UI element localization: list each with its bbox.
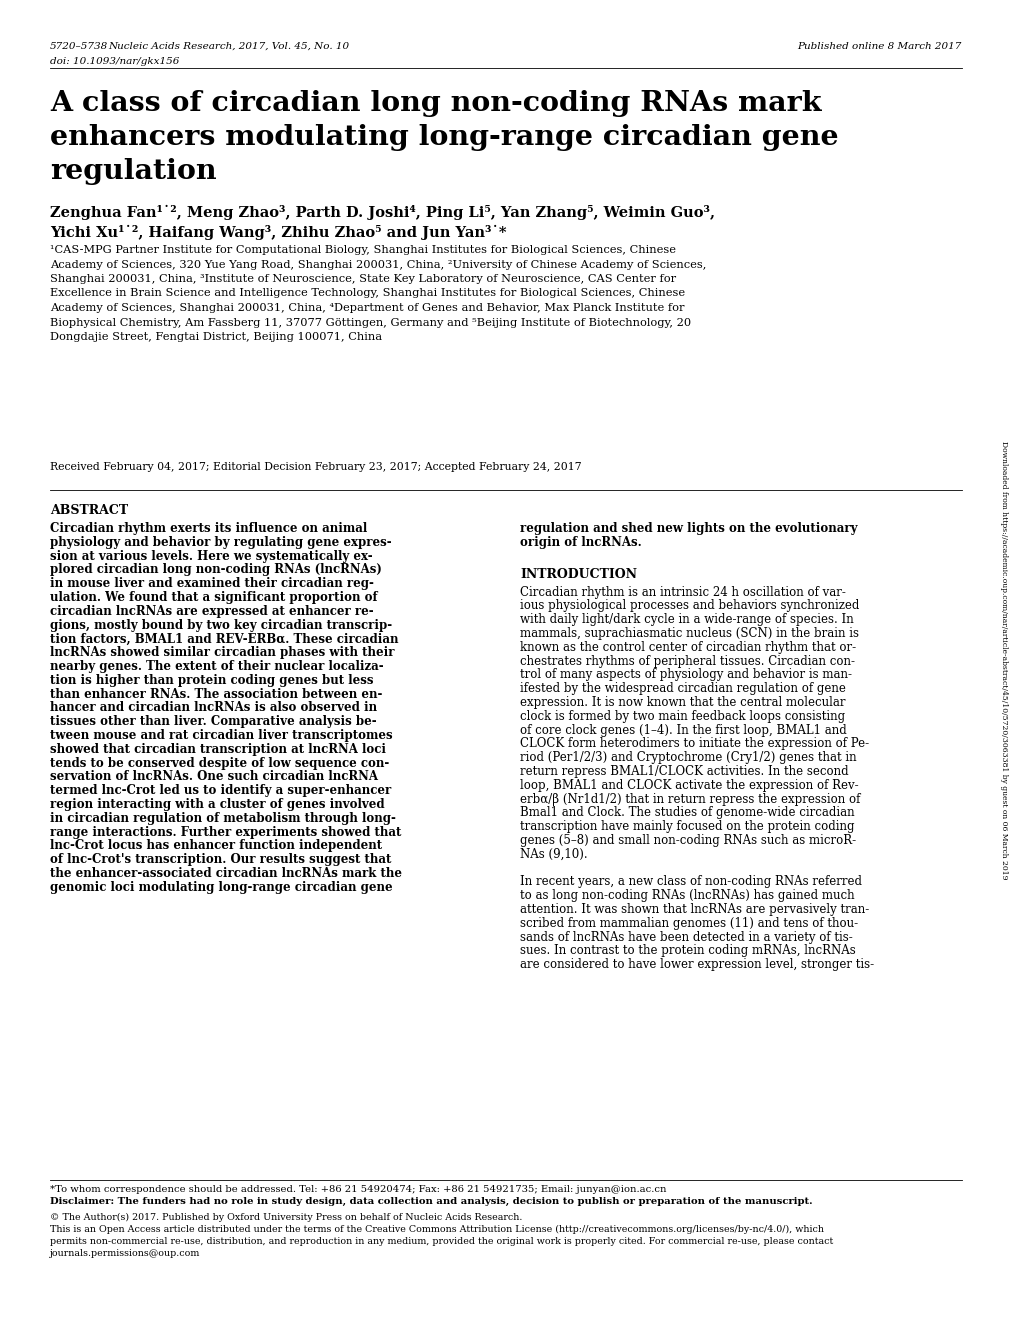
- Text: the enhancer-associated circadian lncRNAs mark the: the enhancer-associated circadian lncRNA…: [50, 867, 401, 880]
- Text: in circadian regulation of metabolism through long-: in circadian regulation of metabolism th…: [50, 811, 395, 824]
- Text: tion factors, BMAL1 and REV-ERBα. These circadian: tion factors, BMAL1 and REV-ERBα. These …: [50, 632, 398, 645]
- Text: ulation. We found that a significant proportion of: ulation. We found that a significant pro…: [50, 591, 377, 605]
- Text: permits non-commercial re-use, distribution, and reproduction in any medium, pro: permits non-commercial re-use, distribut…: [50, 1237, 833, 1246]
- Text: sands of lncRNAs have been detected in a variety of tis-: sands of lncRNAs have been detected in a…: [520, 931, 852, 943]
- Text: expression. It is now known that the central molecular: expression. It is now known that the cen…: [520, 695, 845, 709]
- Text: regulation and shed new lights on the evolutionary: regulation and shed new lights on the ev…: [520, 522, 857, 535]
- Text: Excellence in Brain Science and Intelligence Technology, Shanghai Institutes for: Excellence in Brain Science and Intellig…: [50, 288, 685, 299]
- Text: riod (Per1/2/3) and Cryptochrome (Cry1/2) genes that in: riod (Per1/2/3) and Cryptochrome (Cry1/2…: [520, 751, 856, 764]
- Text: A class of circadian long non-coding RNAs mark: A class of circadian long non-coding RNA…: [50, 90, 820, 117]
- Text: Circadian rhythm exerts its influence on animal: Circadian rhythm exerts its influence on…: [50, 522, 367, 535]
- Text: are considered to have lower expression level, stronger tis-: are considered to have lower expression …: [520, 959, 873, 971]
- Text: Dongdajie Street, Fengtai District, Beijing 100071, China: Dongdajie Street, Fengtai District, Beij…: [50, 332, 382, 342]
- Text: *To whom correspondence should be addressed. Tel: +86 21 54920474; Fax: +86 21 5: *To whom correspondence should be addres…: [50, 1185, 665, 1195]
- Text: hancer and circadian lncRNAs is also observed in: hancer and circadian lncRNAs is also obs…: [50, 702, 377, 714]
- Text: ious physiological processes and behaviors synchronized: ious physiological processes and behavio…: [520, 599, 859, 612]
- Text: Biophysical Chemistry, Am Fassberg 11, 37077 Göttingen, Germany and ⁵Beijing Ins: Biophysical Chemistry, Am Fassberg 11, 3…: [50, 317, 691, 328]
- Text: range interactions. Further experiments showed that: range interactions. Further experiments …: [50, 826, 401, 839]
- Text: genes (5–8) and small non-coding RNAs such as microR-: genes (5–8) and small non-coding RNAs su…: [520, 834, 855, 847]
- Text: 5720–5738: 5720–5738: [50, 42, 108, 51]
- Text: sion at various levels. Here we systematically ex-: sion at various levels. Here we systemat…: [50, 549, 372, 562]
- Text: lnc-Crot locus has enhancer function independent: lnc-Crot locus has enhancer function ind…: [50, 839, 382, 852]
- Text: genomic loci modulating long-range circadian gene: genomic loci modulating long-range circa…: [50, 881, 392, 894]
- Text: nearby genes. The extent of their nuclear localiza-: nearby genes. The extent of their nuclea…: [50, 660, 383, 673]
- Text: of lnc-Crot's transcription. Our results suggest that: of lnc-Crot's transcription. Our results…: [50, 853, 391, 867]
- Text: Academy of Sciences, Shanghai 200031, China, ⁴Department of Genes and Behavior, : Academy of Sciences, Shanghai 200031, Ch…: [50, 303, 684, 313]
- Text: tion is higher than protein coding genes but less: tion is higher than protein coding genes…: [50, 674, 373, 686]
- Text: termed lnc-Crot led us to identify a super-enhancer: termed lnc-Crot led us to identify a sup…: [50, 784, 391, 797]
- Text: This is an Open Access article distributed under the terms of the Creative Commo: This is an Open Access article distribut…: [50, 1225, 823, 1234]
- Text: Published online 8 March 2017: Published online 8 March 2017: [797, 42, 961, 51]
- Text: servation of lncRNAs. One such circadian lncRNA: servation of lncRNAs. One such circadian…: [50, 770, 378, 784]
- Text: showed that circadian transcription at lncRNA loci: showed that circadian transcription at l…: [50, 743, 385, 756]
- Text: of core clock genes (1–4). In the first loop, BMAL1 and: of core clock genes (1–4). In the first …: [520, 723, 846, 736]
- Text: scribed from mammalian genomes (11) and tens of thou-: scribed from mammalian genomes (11) and …: [520, 917, 857, 930]
- Text: regulation: regulation: [50, 158, 216, 184]
- Text: region interacting with a cluster of genes involved: region interacting with a cluster of gen…: [50, 798, 384, 811]
- Text: INTRODUCTION: INTRODUCTION: [520, 568, 637, 581]
- Text: transcription have mainly focused on the protein coding: transcription have mainly focused on the…: [520, 820, 854, 834]
- Text: physiology and behavior by regulating gene expres-: physiology and behavior by regulating ge…: [50, 536, 391, 549]
- Text: attention. It was shown that lncRNAs are pervasively tran-: attention. It was shown that lncRNAs are…: [520, 903, 868, 917]
- Text: Received February 04, 2017; Editorial Decision February 23, 2017; Accepted Febru: Received February 04, 2017; Editorial De…: [50, 462, 581, 471]
- Text: than enhancer RNAs. The association between en-: than enhancer RNAs. The association betw…: [50, 687, 382, 701]
- Text: In recent years, a new class of non-coding RNAs referred: In recent years, a new class of non-codi…: [520, 876, 861, 889]
- Text: Disclaimer: The funders had no role in study design, data collection and analysi: Disclaimer: The funders had no role in s…: [50, 1197, 812, 1206]
- Text: return repress BMAL1/CLOCK activities. In the second: return repress BMAL1/CLOCK activities. I…: [520, 765, 848, 778]
- Text: tissues other than liver. Comparative analysis be-: tissues other than liver. Comparative an…: [50, 715, 376, 728]
- Text: clock is formed by two main feedback loops consisting: clock is formed by two main feedback loo…: [520, 710, 845, 723]
- Text: sues. In contrast to the protein coding mRNAs, lncRNAs: sues. In contrast to the protein coding …: [520, 944, 855, 957]
- Text: origin of lncRNAs.: origin of lncRNAs.: [520, 536, 641, 549]
- Text: Shanghai 200031, China, ³Institute of Neuroscience, State Key Laboratory of Neur: Shanghai 200031, China, ³Institute of Ne…: [50, 274, 676, 284]
- Text: Downloaded from https://academic.oup.com/nar/article-abstract/45/10/5720/3063381: Downloaded from https://academic.oup.com…: [999, 441, 1007, 880]
- Text: Nucleic Acids Research, 2017, Vol. 45, No. 10: Nucleic Acids Research, 2017, Vol. 45, N…: [108, 42, 348, 51]
- Text: Yichi Xu¹˙², Haifang Wang³, Zhihu Zhao⁵ and Jun Yan³˙*: Yichi Xu¹˙², Haifang Wang³, Zhihu Zhao⁵ …: [50, 225, 506, 240]
- Text: gions, mostly bound by two key circadian transcrip-: gions, mostly bound by two key circadian…: [50, 619, 391, 632]
- Text: tends to be conserved despite of low sequence con-: tends to be conserved despite of low seq…: [50, 756, 389, 769]
- Text: in mouse liver and examined their circadian reg-: in mouse liver and examined their circad…: [50, 577, 374, 590]
- Text: known as the control center of circadian rhythm that or-: known as the control center of circadian…: [520, 641, 855, 653]
- Text: with daily light/dark cycle in a wide-range of species. In: with daily light/dark cycle in a wide-ra…: [520, 614, 853, 626]
- Text: © The Author(s) 2017. Published by Oxford University Press on behalf of Nucleic : © The Author(s) 2017. Published by Oxfor…: [50, 1213, 522, 1222]
- Text: CLOCK form heterodimers to initiate the expression of Pe-: CLOCK form heterodimers to initiate the …: [520, 738, 868, 751]
- Text: loop, BMAL1 and CLOCK activate the expression of Rev-: loop, BMAL1 and CLOCK activate the expre…: [520, 778, 858, 792]
- Text: Zenghua Fan¹˙², Meng Zhao³, Parth D. Joshi⁴, Ping Li⁵, Yan Zhang⁵, Weimin Guo³,: Zenghua Fan¹˙², Meng Zhao³, Parth D. Jos…: [50, 205, 714, 220]
- Text: circadian lncRNAs are expressed at enhancer re-: circadian lncRNAs are expressed at enhan…: [50, 605, 373, 618]
- Text: erbα/β (Nr1d1/2) that in return repress the expression of: erbα/β (Nr1d1/2) that in return repress …: [520, 793, 860, 806]
- Text: enhancers modulating long-range circadian gene: enhancers modulating long-range circadia…: [50, 124, 838, 151]
- Text: tween mouse and rat circadian liver transcriptomes: tween mouse and rat circadian liver tran…: [50, 730, 392, 741]
- Text: ¹CAS-MPG Partner Institute for Computational Biology, Shanghai Institutes for Bi: ¹CAS-MPG Partner Institute for Computati…: [50, 245, 676, 255]
- Text: chestrates rhythms of peripheral tissues. Circadian con-: chestrates rhythms of peripheral tissues…: [520, 655, 854, 668]
- Text: ABSTRACT: ABSTRACT: [50, 504, 128, 518]
- Text: plored circadian long non-coding RNAs (lncRNAs): plored circadian long non-coding RNAs (l…: [50, 564, 381, 577]
- Text: journals.permissions@oup.com: journals.permissions@oup.com: [50, 1249, 200, 1258]
- Text: doi: 10.1093/nar/gkx156: doi: 10.1093/nar/gkx156: [50, 57, 179, 66]
- Text: ifested by the widespread circadian regulation of gene: ifested by the widespread circadian regu…: [520, 682, 845, 695]
- Text: Bmal1 and Clock. The studies of genome-wide circadian: Bmal1 and Clock. The studies of genome-w…: [520, 806, 854, 819]
- Text: mammals, suprachiasmatic nucleus (SCN) in the brain is: mammals, suprachiasmatic nucleus (SCN) i…: [520, 627, 858, 640]
- Text: Academy of Sciences, 320 Yue Yang Road, Shanghai 200031, China, ²University of C: Academy of Sciences, 320 Yue Yang Road, …: [50, 259, 706, 270]
- Text: trol of many aspects of physiology and behavior is man-: trol of many aspects of physiology and b…: [520, 669, 851, 681]
- Text: lncRNAs showed similar circadian phases with their: lncRNAs showed similar circadian phases …: [50, 647, 394, 660]
- Text: to as long non-coding RNAs (lncRNAs) has gained much: to as long non-coding RNAs (lncRNAs) has…: [520, 889, 854, 902]
- Text: NAs (9,10).: NAs (9,10).: [520, 848, 587, 861]
- Text: Circadian rhythm is an intrinsic 24 h oscillation of var-: Circadian rhythm is an intrinsic 24 h os…: [520, 586, 845, 599]
